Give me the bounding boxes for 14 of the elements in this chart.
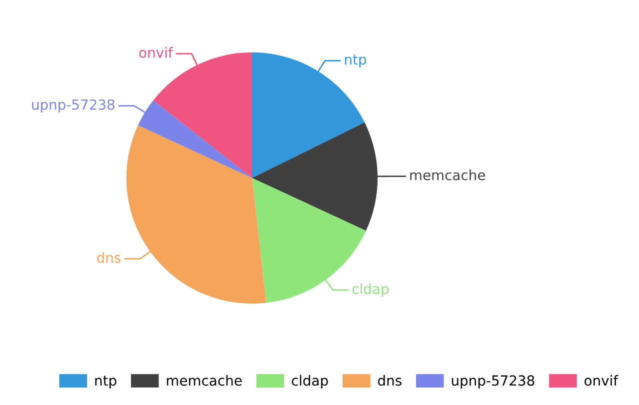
slice-label: memcache: [410, 170, 485, 180]
slice-label: dns: [97, 252, 120, 263]
pie-slice: [126, 125, 266, 304]
legend-label: memcache: [166, 375, 242, 386]
legend-label: cldap: [292, 375, 328, 388]
legend-label: dns: [378, 375, 402, 386]
slice-label: upnp-57238: [32, 99, 114, 113]
legend-label: ntp: [95, 376, 116, 388]
pie-slice: [252, 52, 365, 178]
slice-label: ntp: [345, 54, 366, 68]
legend-label: onvif: [584, 375, 618, 386]
legend-label: upnp-57238: [452, 375, 534, 388]
slice-label: onvif: [139, 47, 174, 58]
slice-label: cldap: [352, 283, 389, 297]
